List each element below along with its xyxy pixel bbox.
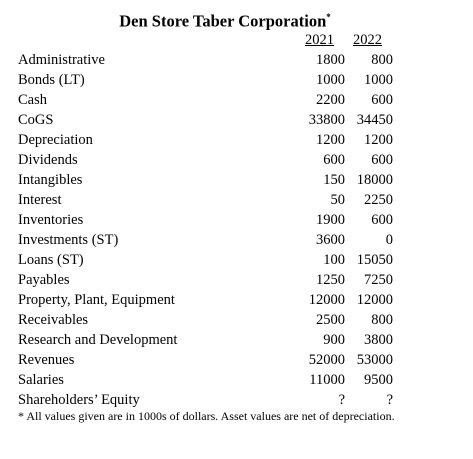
cell-value: 1200	[364, 132, 393, 148]
row-label: Depreciation	[18, 132, 93, 148]
cell-value: ?	[386, 392, 393, 408]
cell-value: 12000	[308, 292, 345, 308]
row-label: Inventories	[18, 212, 84, 228]
cell-value: 52000	[308, 352, 345, 368]
row-label: Salaries	[18, 372, 64, 388]
cell-value: 50	[330, 192, 346, 208]
column-header: 2021	[305, 32, 334, 48]
cell-value: 53000	[356, 352, 393, 368]
cell-value: 600	[371, 92, 393, 108]
cell-value: 900	[323, 332, 345, 348]
cell-value: 3800	[364, 332, 393, 348]
cell-value: ?	[338, 392, 345, 408]
cell-value: 600	[371, 212, 393, 228]
row-label: Research and Development	[18, 332, 178, 348]
cell-value: 1900	[316, 212, 345, 228]
cell-value: 150	[323, 172, 345, 188]
cell-value: 0	[385, 232, 393, 248]
footnote: * All values given are in 1000s of dolla…	[18, 409, 395, 423]
row-label: Administrative	[18, 52, 105, 68]
row-label: Receivables	[18, 312, 89, 328]
title: Den Store Taber Corporation*	[0, 8, 450, 31]
row-label: Cash	[18, 92, 47, 108]
cell-value: 100	[323, 252, 345, 268]
row-label: CoGS	[18, 112, 54, 128]
row-label: Shareholders’ Equity	[18, 392, 140, 408]
title-marker: *	[326, 12, 331, 22]
cell-value: 9500	[364, 372, 393, 388]
row-label: Dividends	[18, 152, 78, 168]
cell-value: 33800	[308, 112, 345, 128]
cell-value: 800	[371, 52, 393, 68]
cell-value: 1800	[316, 52, 345, 68]
cell-value: 1000	[316, 72, 345, 88]
row-label: Investments (ST)	[18, 232, 119, 248]
row-label: Payables	[18, 272, 70, 288]
row-label: Property, Plant, Equipment	[18, 292, 175, 308]
cell-value: 2250	[364, 192, 393, 208]
cell-value: 1250	[316, 272, 345, 288]
row-label: Interest	[18, 192, 62, 208]
cell-value: 1200	[316, 132, 345, 148]
cell-value: 18000	[356, 172, 393, 188]
cell-value: 15050	[356, 252, 393, 268]
cell-value: 2500	[316, 312, 345, 328]
cell-value: 600	[323, 152, 345, 168]
row-label: Revenues	[18, 352, 75, 368]
cell-value: 2200	[316, 92, 345, 108]
row-label: Loans (ST)	[18, 252, 84, 268]
cell-value: 11000	[309, 372, 345, 388]
cell-value: 600	[371, 152, 393, 168]
cell-value: 3600	[316, 232, 345, 248]
cell-value: 1000	[364, 72, 393, 88]
cell-value: 7250	[364, 272, 393, 288]
row-label: Intangibles	[18, 172, 83, 188]
title-text: Den Store Taber Corporation	[119, 11, 327, 31]
cell-value: 34450	[356, 112, 393, 128]
column-header: 2022	[353, 32, 382, 48]
row-label: Bonds (LT)	[18, 72, 85, 88]
cell-value: 12000	[356, 292, 393, 308]
cell-value: 800	[371, 312, 393, 328]
